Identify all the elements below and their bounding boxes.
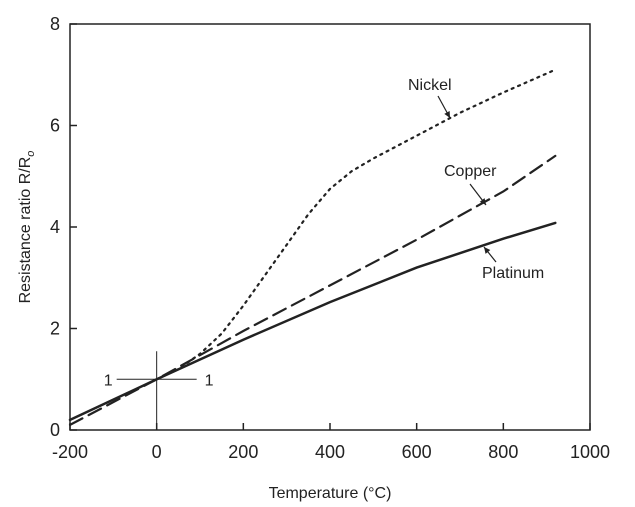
reference-label-left: 1: [104, 372, 113, 389]
y-tick-label: 2: [50, 319, 60, 339]
y-axis-ticks: 0 2 4 6 8: [50, 14, 77, 440]
y-axis-title-subscript: o: [25, 151, 37, 157]
x-tick-label: 800: [488, 442, 518, 462]
x-tick-label: -200: [52, 442, 88, 462]
x-axis-ticks: -200 0 200 400 600 800 1000: [52, 423, 610, 462]
leader-arrowhead-nickel: [444, 111, 450, 118]
series-line-nickel: [155, 68, 557, 381]
y-tick-label: 6: [50, 116, 60, 136]
x-tick-label: 1000: [570, 442, 610, 462]
y-tick-label: 0: [50, 420, 60, 440]
x-axis-title: Temperature (°C): [269, 485, 392, 502]
plot-frame: [69, 23, 591, 431]
y-axis-title: Resistance ratio R/Ro: [17, 151, 37, 304]
x-tick-label: 200: [228, 442, 258, 462]
series-label-copper: Copper: [444, 163, 497, 180]
reference-label-right: 1: [205, 372, 214, 389]
x-tick-label: 400: [315, 442, 345, 462]
y-tick-label: 4: [50, 217, 60, 237]
x-tick-label: 600: [402, 442, 432, 462]
series-label-platinum: Platinum: [482, 265, 544, 282]
x-tick-label: 0: [152, 442, 162, 462]
y-axis-title-main: Resistance ratio R/R: [17, 157, 34, 304]
series-line-platinum: [68, 221, 557, 422]
leader-arrowhead-copper: [479, 198, 486, 205]
leader-arrowhead-platinum: [484, 247, 491, 254]
series-layer: [68, 68, 557, 426]
annotations: Nickel Copper Platinum: [408, 77, 544, 282]
y-tick-label: 8: [50, 14, 60, 34]
series-label-nickel: Nickel: [408, 77, 452, 94]
